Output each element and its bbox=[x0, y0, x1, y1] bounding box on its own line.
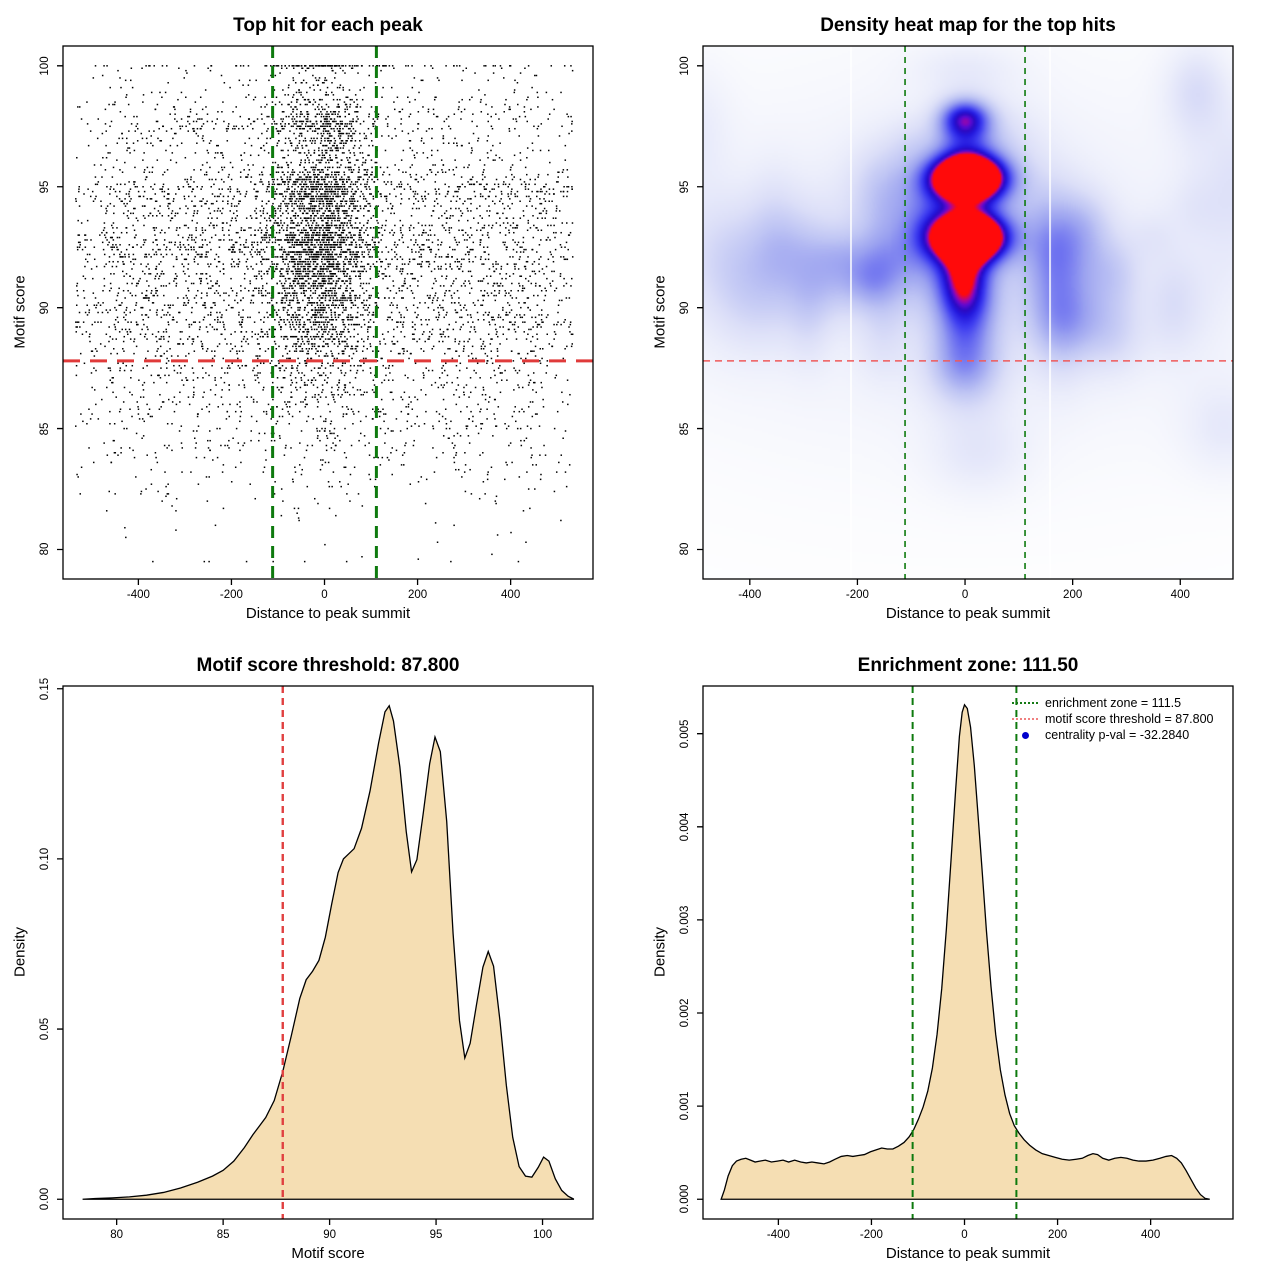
distance-density-canvas bbox=[640, 640, 1280, 1280]
legend-label: centrality p-val = -32.2840 bbox=[1045, 728, 1190, 742]
x-tick-label: 200 bbox=[1047, 1229, 1068, 1241]
y-axis-label: Motif score bbox=[11, 275, 29, 349]
enrichment-zone-line-icon bbox=[1012, 702, 1038, 704]
x-tick-label: 95 bbox=[429, 1229, 443, 1241]
y-tick-label: 80 bbox=[679, 543, 691, 556]
x-tick-label: -400 bbox=[738, 589, 762, 601]
x-tick-label: 400 bbox=[1170, 589, 1190, 601]
legend-entry: centrality p-val = -32.2840 bbox=[1012, 727, 1214, 743]
legend-label: enrichment zone = 111.5 bbox=[1045, 696, 1182, 710]
y-tick-label: 100 bbox=[39, 56, 51, 76]
x-tick-label: 0 bbox=[961, 1229, 968, 1241]
motif-threshold-line-icon bbox=[1012, 718, 1038, 720]
y-tick-label: 0.000 bbox=[679, 1184, 691, 1214]
x-tick-label: 90 bbox=[323, 1229, 336, 1241]
panel-title: Top hit for each peak bbox=[233, 15, 423, 36]
x-tick-label: 200 bbox=[407, 589, 428, 601]
panel-title: Density heat map for the top hits bbox=[820, 15, 1116, 36]
x-tick-label: 400 bbox=[501, 589, 521, 601]
x-tick-label: -400 bbox=[766, 1229, 790, 1241]
y-tick-label: 100 bbox=[679, 56, 691, 76]
y-axis-label: Density bbox=[11, 926, 29, 978]
x-axis-label: Distance to peak summit bbox=[885, 605, 1051, 622]
y-tick-label: 90 bbox=[39, 301, 51, 315]
y-tick-label: 0.001 bbox=[679, 1091, 691, 1121]
y-axis-label: Motif score bbox=[651, 275, 669, 349]
centrality-pval-dot-icon bbox=[1012, 731, 1038, 739]
y-tick-label: 0.004 bbox=[679, 812, 691, 842]
y-tick-label: 0.05 bbox=[39, 1017, 51, 1041]
y-tick-label: 80 bbox=[39, 543, 51, 556]
panel-title: Enrichment zone: 111.50 bbox=[857, 655, 1079, 676]
x-tick-label: -200 bbox=[859, 1229, 883, 1241]
y-tick-label: 90 bbox=[679, 301, 691, 315]
x-tick-label: 0 bbox=[321, 589, 328, 601]
x-tick-label: 85 bbox=[216, 1229, 230, 1241]
legend-label: motif score threshold = 87.800 bbox=[1045, 712, 1214, 726]
y-tick-label: 0.005 bbox=[679, 719, 691, 749]
scatter-plot-canvas bbox=[0, 0, 640, 640]
legend: enrichment zone = 111.5 motif score thre… bbox=[1012, 695, 1214, 743]
x-tick-label: 0 bbox=[961, 589, 969, 601]
y-tick-label: 0.002 bbox=[679, 998, 691, 1028]
y-tick-label: 95 bbox=[679, 180, 691, 194]
panel-density-heatmap: Density heat map for the top hits Distan… bbox=[640, 0, 1280, 640]
x-tick-label: -200 bbox=[219, 589, 243, 601]
y-tick-label: 0.10 bbox=[39, 847, 51, 871]
legend-entry: motif score threshold = 87.800 bbox=[1012, 711, 1214, 727]
panel-motif-score-density: Motif score threshold: 87.800 Motif scor… bbox=[0, 640, 640, 1280]
y-tick-label: 0.15 bbox=[39, 677, 51, 700]
x-tick-label: 100 bbox=[532, 1229, 553, 1241]
y-tick-label: 85 bbox=[679, 422, 691, 435]
motif-score-density-canvas bbox=[0, 640, 640, 1280]
x-axis-label: Motif score bbox=[291, 1245, 365, 1262]
panel-distance-density: Enrichment zone: 111.50 Distance to peak… bbox=[640, 640, 1280, 1280]
x-tick-label: 400 bbox=[1141, 1229, 1161, 1241]
x-tick-label: 80 bbox=[110, 1229, 124, 1241]
x-axis-label: Distance to peak summit bbox=[245, 605, 411, 622]
heatmap-plot-canvas bbox=[640, 0, 1280, 640]
y-tick-label: 95 bbox=[39, 180, 51, 194]
x-tick-label: -200 bbox=[845, 589, 869, 601]
x-axis-label: Distance to peak summit bbox=[885, 1245, 1051, 1262]
y-tick-label: 0.00 bbox=[39, 1188, 51, 1211]
panel-scatter-top-hits: Top hit for each peak Distance to peak s… bbox=[0, 0, 640, 640]
panel-title: Motif score threshold: 87.800 bbox=[196, 655, 460, 676]
y-axis-label: Density bbox=[651, 926, 669, 978]
y-tick-label: 85 bbox=[39, 422, 51, 435]
y-tick-label: 0.003 bbox=[679, 905, 691, 935]
legend-entry: enrichment zone = 111.5 bbox=[1012, 695, 1214, 711]
x-tick-label: 200 bbox=[1063, 589, 1083, 601]
x-tick-label: -400 bbox=[126, 589, 150, 601]
